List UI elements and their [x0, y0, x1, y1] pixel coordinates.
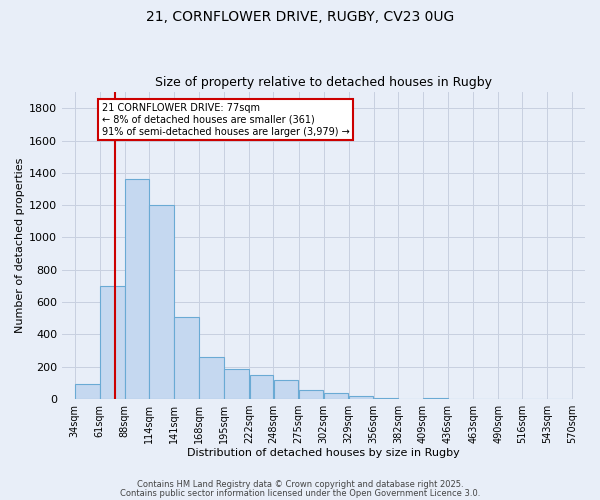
Bar [274, 380, 298, 399]
Bar [100, 286, 125, 399]
Bar [224, 369, 249, 399]
Title: Size of property relative to detached houses in Rugby: Size of property relative to detached ho… [155, 76, 492, 90]
Bar [174, 316, 199, 399]
Text: Contains HM Land Registry data © Crown copyright and database right 2025.: Contains HM Land Registry data © Crown c… [137, 480, 463, 489]
Bar [374, 398, 398, 399]
Bar [125, 180, 149, 399]
Bar [75, 384, 100, 399]
Bar [423, 398, 448, 399]
Bar [199, 357, 224, 399]
X-axis label: Distribution of detached houses by size in Rugby: Distribution of detached houses by size … [187, 448, 460, 458]
Text: 21, CORNFLOWER DRIVE, RUGBY, CV23 0UG: 21, CORNFLOWER DRIVE, RUGBY, CV23 0UG [146, 10, 454, 24]
Bar [349, 396, 373, 399]
Text: 21 CORNFLOWER DRIVE: 77sqm
← 8% of detached houses are smaller (361)
91% of semi: 21 CORNFLOWER DRIVE: 77sqm ← 8% of detac… [101, 104, 349, 136]
Bar [250, 374, 273, 399]
Bar [299, 390, 323, 399]
Bar [149, 205, 174, 399]
Text: Contains public sector information licensed under the Open Government Licence 3.: Contains public sector information licen… [120, 489, 480, 498]
Y-axis label: Number of detached properties: Number of detached properties [15, 158, 25, 333]
Bar [324, 394, 349, 399]
